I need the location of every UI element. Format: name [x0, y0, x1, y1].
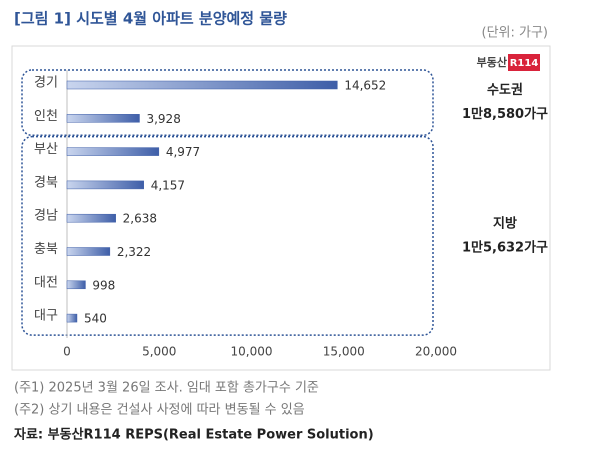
- source: 자료: 부동산R114 REPS(Real Estate Power Solut…: [14, 427, 374, 443]
- y-tick-label: 경북: [34, 175, 58, 190]
- value-label: 4,977: [166, 145, 200, 159]
- bar: [66, 80, 338, 90]
- y-tick-label: 인천: [34, 109, 58, 124]
- x-tick-label: 10,000: [231, 345, 273, 359]
- value-label: 4,157: [151, 178, 185, 192]
- y-tick-label: 경남: [34, 209, 58, 224]
- bar: [66, 213, 116, 223]
- group-name: 수도권: [487, 83, 523, 98]
- unit-label: (단위: 가구): [482, 26, 549, 41]
- y-tick-label: 부산: [34, 142, 58, 157]
- value-label: 3,928: [146, 112, 180, 126]
- group-box: [21, 69, 434, 137]
- value-label: 998: [92, 278, 115, 292]
- bar: [66, 147, 160, 156]
- chart-title: [그림 1] 시도별 4월 아파트 분양예정 물량: [14, 10, 287, 28]
- logo-box: [508, 54, 540, 71]
- x-tick-label: 20,000: [415, 345, 457, 359]
- value-label: 2,638: [123, 212, 157, 226]
- note: (주1) 2025년 3월 26일 조사. 임대 포함 총가구수 기준: [14, 381, 319, 396]
- y-tick-label: 충북: [34, 242, 58, 257]
- group-box: [21, 135, 434, 336]
- note: (주2) 상기 내용은 건설사 사정에 따라 변동될 수 있음: [14, 403, 305, 418]
- chart-frame: [11, 45, 551, 371]
- y-tick-label: 대구: [34, 309, 58, 324]
- y-tick-label: 대전: [34, 275, 58, 290]
- bar: [66, 313, 78, 323]
- group-total: 1만5,632가구: [462, 239, 548, 255]
- logo-text: 부동산: [477, 55, 507, 69]
- bar: [66, 247, 111, 256]
- bar: [66, 114, 140, 123]
- group-total: 1만8,580가구: [462, 106, 548, 122]
- bar: [66, 280, 86, 290]
- value-label: 540: [84, 312, 107, 326]
- bar: [66, 180, 144, 190]
- x-tick-label: 5,000: [142, 345, 176, 359]
- value-label: 14,652: [344, 79, 386, 93]
- y-tick-label: 경기: [34, 76, 58, 91]
- value-label: 2,322: [117, 245, 151, 259]
- x-tick-label: 0: [63, 345, 71, 359]
- x-tick-label: 15,000: [323, 345, 365, 359]
- logo-text: R114: [510, 58, 539, 69]
- group-name: 지방: [493, 215, 517, 231]
